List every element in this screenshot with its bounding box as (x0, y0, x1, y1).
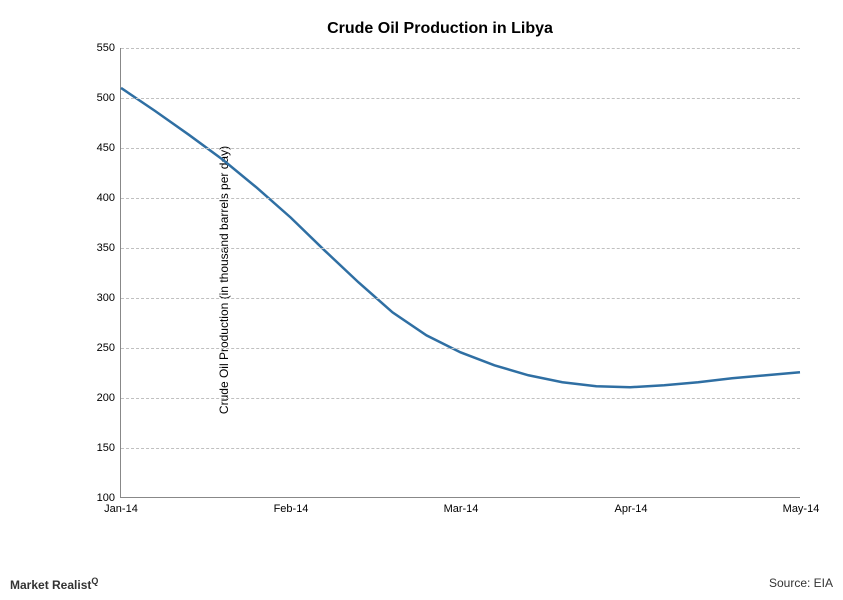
y-tick-label: 250 (97, 342, 121, 354)
chart-footer: Market RealistQ Source: EIA (10, 576, 833, 592)
chart-container: Crude Oil Production in Libya Crude Oil … (80, 20, 800, 540)
y-tick-label: 350 (97, 242, 121, 254)
source-label: Source: EIA (769, 576, 833, 592)
y-tick-label: 450 (97, 142, 121, 154)
x-tick-label: Jan-14 (104, 497, 138, 515)
y-tick-label: 200 (97, 392, 121, 404)
y-gridline (121, 98, 800, 99)
y-tick-label: 550 (97, 42, 121, 54)
y-gridline (121, 448, 800, 449)
y-gridline (121, 298, 800, 299)
y-gridline (121, 148, 800, 149)
x-tick-label: May-14 (783, 497, 820, 515)
y-gridline (121, 348, 800, 349)
brand-symbol: Q (91, 576, 98, 586)
brand-text: Market Realist (10, 578, 91, 592)
plot-area: 100150200250300350400450500550Jan-14Feb-… (120, 48, 800, 498)
y-gridline (121, 248, 800, 249)
y-gridline (121, 48, 800, 49)
y-tick-label: 400 (97, 192, 121, 204)
y-tick-label: 300 (97, 292, 121, 304)
y-gridline (121, 198, 800, 199)
x-tick-label: Feb-14 (274, 497, 309, 515)
chart-title: Crude Oil Production in Libya (80, 20, 800, 38)
x-tick-label: Apr-14 (614, 497, 647, 515)
y-gridline (121, 398, 800, 399)
line-series-svg (121, 48, 800, 497)
y-tick-label: 150 (97, 442, 121, 454)
x-tick-label: Mar-14 (444, 497, 479, 515)
brand-logo: Market RealistQ (10, 576, 98, 592)
y-tick-label: 500 (97, 92, 121, 104)
